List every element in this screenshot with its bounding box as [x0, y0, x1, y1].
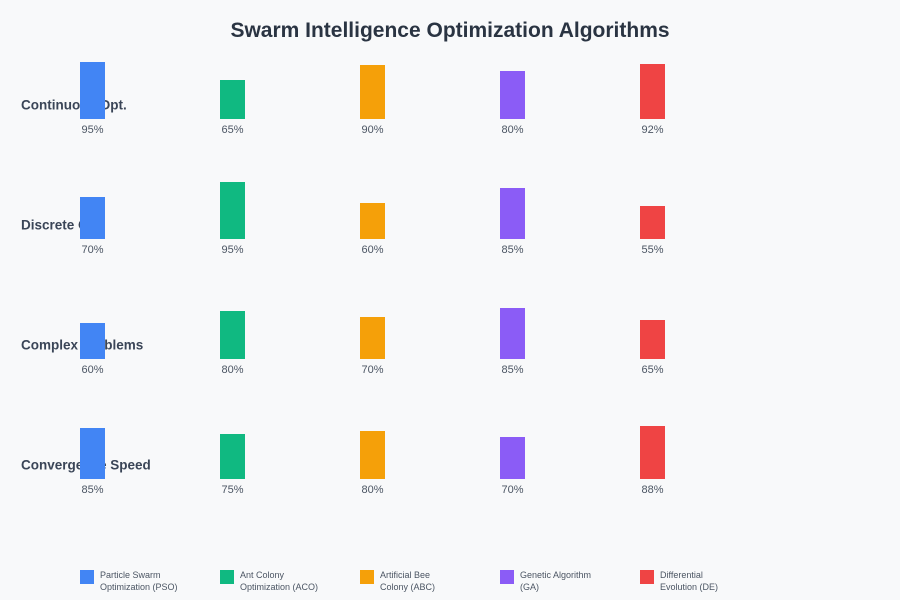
- legend-swatch: [80, 570, 94, 584]
- bar-value-label: 55%: [641, 244, 664, 256]
- bar-value-label: 85%: [501, 244, 524, 256]
- bar-value-label: 70%: [501, 484, 524, 496]
- bar: [80, 62, 105, 119]
- bar-value-label: 60%: [361, 244, 384, 256]
- bar: [360, 431, 385, 479]
- legend-label: Differential Evolution (DE): [660, 570, 719, 592]
- bar: [640, 320, 665, 359]
- bar-value-label: 85%: [81, 484, 104, 496]
- legend-swatch: [500, 570, 514, 584]
- bar: [80, 197, 105, 239]
- bar-value-label: 70%: [361, 364, 384, 376]
- bar: [640, 206, 665, 239]
- row-label: Continuous Opt.: [21, 97, 127, 113]
- bar: [360, 317, 385, 359]
- legend-label: Particle Swarm Optimization (PSO): [100, 570, 178, 592]
- bar: [640, 426, 665, 479]
- bar-value-label: 80%: [501, 124, 524, 136]
- legend-label: Artificial Bee Colony (ABC): [380, 570, 436, 592]
- bar-value-label: 90%: [361, 124, 384, 136]
- bar: [500, 437, 525, 479]
- bar-value-label: 92%: [641, 124, 664, 136]
- chart-title: Swarm Intelligence Optimization Algorith…: [230, 19, 670, 42]
- bar: [500, 188, 525, 239]
- bar: [80, 323, 105, 359]
- bar: [360, 203, 385, 239]
- bar: [220, 80, 245, 119]
- legend-label: Ant Colony Optimization (ACO): [240, 570, 319, 592]
- bar-value-label: 95%: [221, 244, 244, 256]
- legend-swatch: [360, 570, 374, 584]
- legend-swatch: [640, 570, 654, 584]
- bar-value-label: 80%: [361, 484, 384, 496]
- bar-value-label: 60%: [81, 364, 104, 376]
- bar-value-label: 65%: [221, 124, 244, 136]
- bar-value-label: 70%: [81, 244, 104, 256]
- bar-value-label: 85%: [501, 364, 524, 376]
- bar-value-label: 75%: [221, 484, 244, 496]
- bar-value-label: 95%: [81, 124, 104, 136]
- legend-label: Genetic Algorithm (GA): [520, 570, 592, 592]
- bar-value-label: 65%: [641, 364, 664, 376]
- legend-swatch: [220, 570, 234, 584]
- bar: [80, 428, 105, 479]
- bar: [360, 65, 385, 119]
- bar: [220, 182, 245, 239]
- bar: [220, 311, 245, 359]
- bar: [220, 434, 245, 479]
- bar: [640, 64, 665, 119]
- bar-value-label: 88%: [641, 484, 664, 496]
- bar: [500, 308, 525, 359]
- bar-value-label: 80%: [221, 364, 244, 376]
- bar: [500, 71, 525, 119]
